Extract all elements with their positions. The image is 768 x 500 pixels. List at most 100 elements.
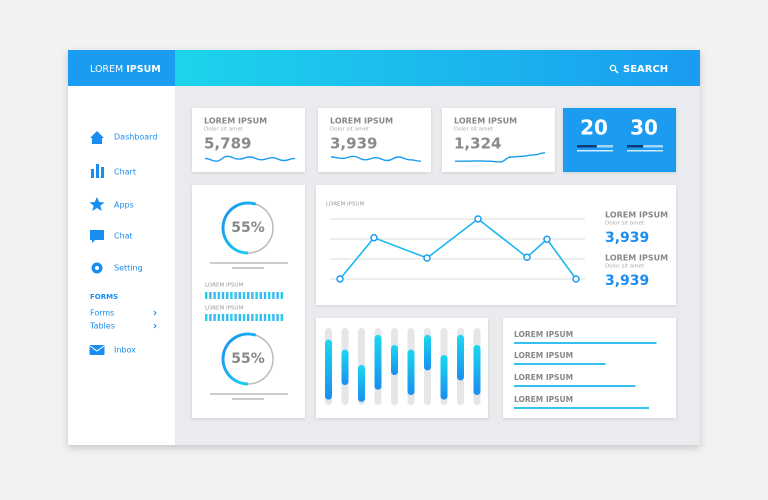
donut-label: 55% [231, 351, 265, 367]
sparkline [330, 155, 422, 162]
counter-progress [577, 145, 597, 148]
chart-label: LOREM IPSUM [326, 202, 364, 208]
bar [391, 344, 398, 375]
tick-bar [247, 292, 250, 299]
icon-gear-hole [95, 266, 99, 270]
brand: LOREM IPSUM [90, 64, 161, 75]
list-label: LOREM IPSUM [514, 330, 573, 339]
nav-section: FORMS [90, 293, 118, 301]
counter-track [627, 145, 663, 148]
donut-arc [221, 201, 257, 255]
tick-bar [234, 292, 237, 299]
search-icon[interactable] [609, 64, 617, 72]
tick-bar [205, 314, 208, 321]
brand-part: LOREM [90, 64, 123, 75]
list-label: LOREM IPSUM [514, 373, 573, 382]
nav-item[interactable]: Dashboard [114, 133, 157, 142]
icon-chart [91, 169, 94, 178]
brand-part: IPSUM [126, 64, 161, 75]
bar [407, 349, 415, 395]
search-icon-handle [614, 69, 619, 74]
line-point [370, 234, 378, 242]
line-point [474, 215, 482, 223]
card-value: 1,324 [454, 135, 501, 153]
tick-bar [226, 292, 229, 299]
tick-bar [280, 292, 283, 299]
tick-bar [230, 314, 233, 321]
sidebar-icons [89, 131, 105, 355]
card-value: 5,789 [204, 135, 251, 153]
search[interactable]: SEARCH [623, 64, 668, 75]
tick-bar [209, 292, 212, 299]
sparkline [455, 152, 546, 163]
tick-bar [242, 314, 246, 321]
card-title: LOREM IPSUM [454, 117, 517, 126]
counter-progress [627, 145, 644, 148]
legend-title: LOREM IPSUM [605, 211, 668, 220]
placeholder-text [210, 262, 288, 264]
tick-bar [255, 292, 258, 299]
tick-bar [272, 314, 275, 321]
nav-subitem[interactable]: Forms [90, 309, 114, 318]
list-label: LOREM IPSUM [514, 351, 573, 360]
tick-bar [217, 314, 220, 321]
tick-bar [263, 314, 267, 321]
tick-bar [272, 292, 275, 299]
tick-bar [234, 314, 237, 321]
card-subtitle: Dolor sit amet [204, 127, 244, 133]
line-point [572, 275, 580, 283]
card-title: LOREM IPSUM [204, 117, 267, 126]
icon-chart [96, 164, 99, 178]
placeholder-text [210, 393, 288, 395]
tick-bar [268, 292, 271, 299]
sidebar [68, 86, 175, 445]
legend-value: 3,939 [605, 273, 649, 289]
placeholder-text [232, 267, 264, 269]
bar [473, 344, 481, 395]
tick-bar [251, 292, 254, 299]
tick-bar [259, 292, 262, 299]
nav-item[interactable]: Chart [114, 168, 136, 177]
tick-bar [280, 314, 283, 321]
bar [325, 339, 332, 400]
bar [457, 334, 464, 381]
nav-item[interactable]: Apps [114, 201, 134, 210]
icon-home [90, 131, 104, 144]
card [192, 108, 305, 172]
placeholder-text [232, 398, 264, 400]
donut-label: 55% [231, 220, 265, 236]
card [192, 185, 305, 418]
icon-star [89, 197, 105, 211]
bar [341, 349, 349, 385]
card [563, 108, 676, 172]
tick-bar [230, 292, 233, 299]
bar [358, 364, 365, 402]
legend-value: 3,939 [605, 230, 649, 246]
side-label: LOREM IPSUM [205, 306, 243, 312]
nav-item[interactable]: Chat [114, 232, 133, 241]
card [316, 185, 676, 305]
legend-subtitle: Dolor sit amet [605, 221, 645, 227]
bar [440, 354, 448, 400]
side-label: LOREM IPSUM [205, 283, 243, 289]
brand-bar [68, 50, 175, 86]
tick-bar [263, 292, 267, 299]
tick-bar [259, 314, 262, 321]
nav-item[interactable]: Inbox [114, 346, 136, 355]
counter: 20 [580, 116, 608, 140]
card-value: 3,939 [330, 135, 377, 153]
icon-chart [101, 167, 104, 178]
card [503, 318, 676, 418]
tick-bar [276, 314, 279, 321]
line-point [523, 253, 531, 261]
nav-subitem[interactable]: Tables [89, 322, 115, 331]
card-title: LOREM IPSUM [330, 117, 393, 126]
sparkline [204, 155, 296, 162]
tick-bar [221, 314, 225, 321]
nav-item[interactable]: Setting [114, 264, 143, 273]
tick-bar [221, 292, 225, 299]
tick-bar [213, 292, 216, 299]
tick-bar [255, 314, 258, 321]
bar [424, 334, 431, 371]
